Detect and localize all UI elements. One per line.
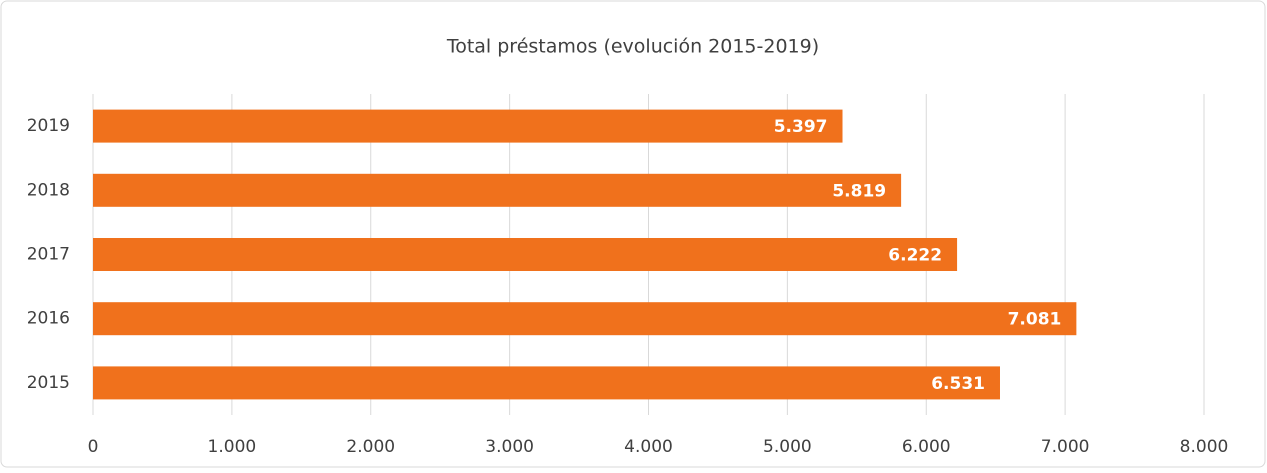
chart-title: Total préstamos (evolución 2015-2019) (446, 36, 819, 58)
value-label: 7.081 (1008, 310, 1062, 330)
x-tick-label: 5.000 (763, 437, 812, 457)
bar (93, 366, 1000, 400)
value-label: 5.819 (832, 181, 886, 201)
bar (93, 302, 1077, 336)
y-tick-label: 2017 (27, 245, 70, 265)
y-tick-label: 2019 (27, 116, 70, 136)
y-tick-label: 2016 (27, 309, 70, 329)
y-tick-label: 2018 (27, 180, 70, 200)
value-label: 5.397 (774, 117, 828, 137)
value-label: 6.531 (931, 374, 985, 394)
y-tick-label: 2015 (27, 373, 70, 393)
x-tick-label: 1.000 (208, 437, 257, 457)
bar (93, 238, 958, 271)
x-tick-label: 8.000 (1180, 437, 1229, 457)
x-tick-label: 7.000 (1041, 437, 1090, 457)
x-tick-label: 3.000 (485, 437, 534, 457)
bar (93, 173, 902, 207)
x-tick-label: 0 (88, 437, 99, 457)
x-tick-label: 6.000 (902, 437, 951, 457)
value-label: 6.222 (888, 246, 942, 266)
x-tick-label: 4.000 (624, 437, 673, 457)
x-tick-label: 2.000 (346, 437, 395, 457)
bar (93, 109, 843, 143)
